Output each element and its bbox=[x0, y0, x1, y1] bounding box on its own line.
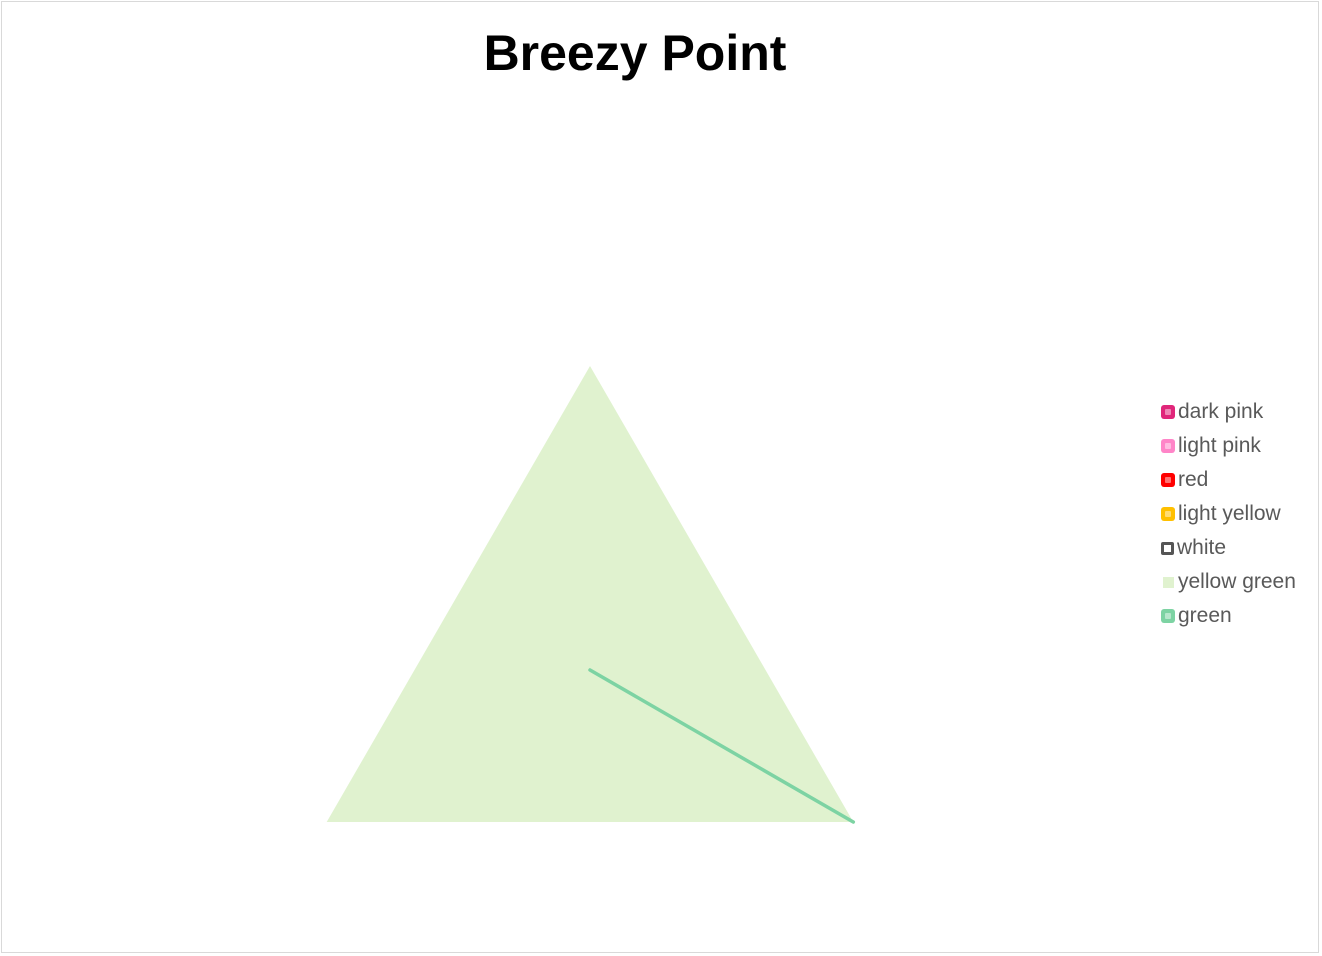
legend-item: light pink bbox=[1158, 429, 1318, 463]
legend-item: red bbox=[1158, 463, 1318, 497]
chart-title: Breezy Point bbox=[483, 25, 787, 81]
legend-swatch-icon bbox=[1163, 576, 1174, 588]
legend-label: light yellow bbox=[1178, 502, 1281, 525]
legend-label: green bbox=[1178, 604, 1232, 627]
legend-swatch-icon bbox=[1161, 507, 1175, 521]
legend-item: green bbox=[1158, 599, 1318, 633]
legend-swatch-icon bbox=[1161, 405, 1175, 419]
legend-item: dark pink bbox=[1158, 395, 1318, 429]
legend-item: white bbox=[1158, 531, 1318, 565]
legend-item: yellow green bbox=[1158, 565, 1318, 599]
legend: dark pink light pink red light yellow white y… bbox=[1158, 395, 1318, 633]
series-green bbox=[588, 668, 856, 824]
legend-item: light yellow bbox=[1158, 497, 1318, 531]
legend-swatch-icon bbox=[1161, 541, 1174, 555]
legend-label: dark pink bbox=[1178, 400, 1264, 423]
legend-swatch-icon bbox=[1161, 609, 1175, 623]
legend-swatch-icon bbox=[1161, 473, 1175, 487]
series-yellow-green bbox=[326, 366, 854, 822]
legend-label: yellow green bbox=[1178, 570, 1296, 593]
series-layer bbox=[326, 366, 856, 824]
legend-label: light pink bbox=[1178, 434, 1261, 457]
legend-label: white bbox=[1177, 536, 1227, 559]
legend-label: red bbox=[1178, 468, 1209, 491]
legend-swatch-icon bbox=[1161, 439, 1175, 453]
